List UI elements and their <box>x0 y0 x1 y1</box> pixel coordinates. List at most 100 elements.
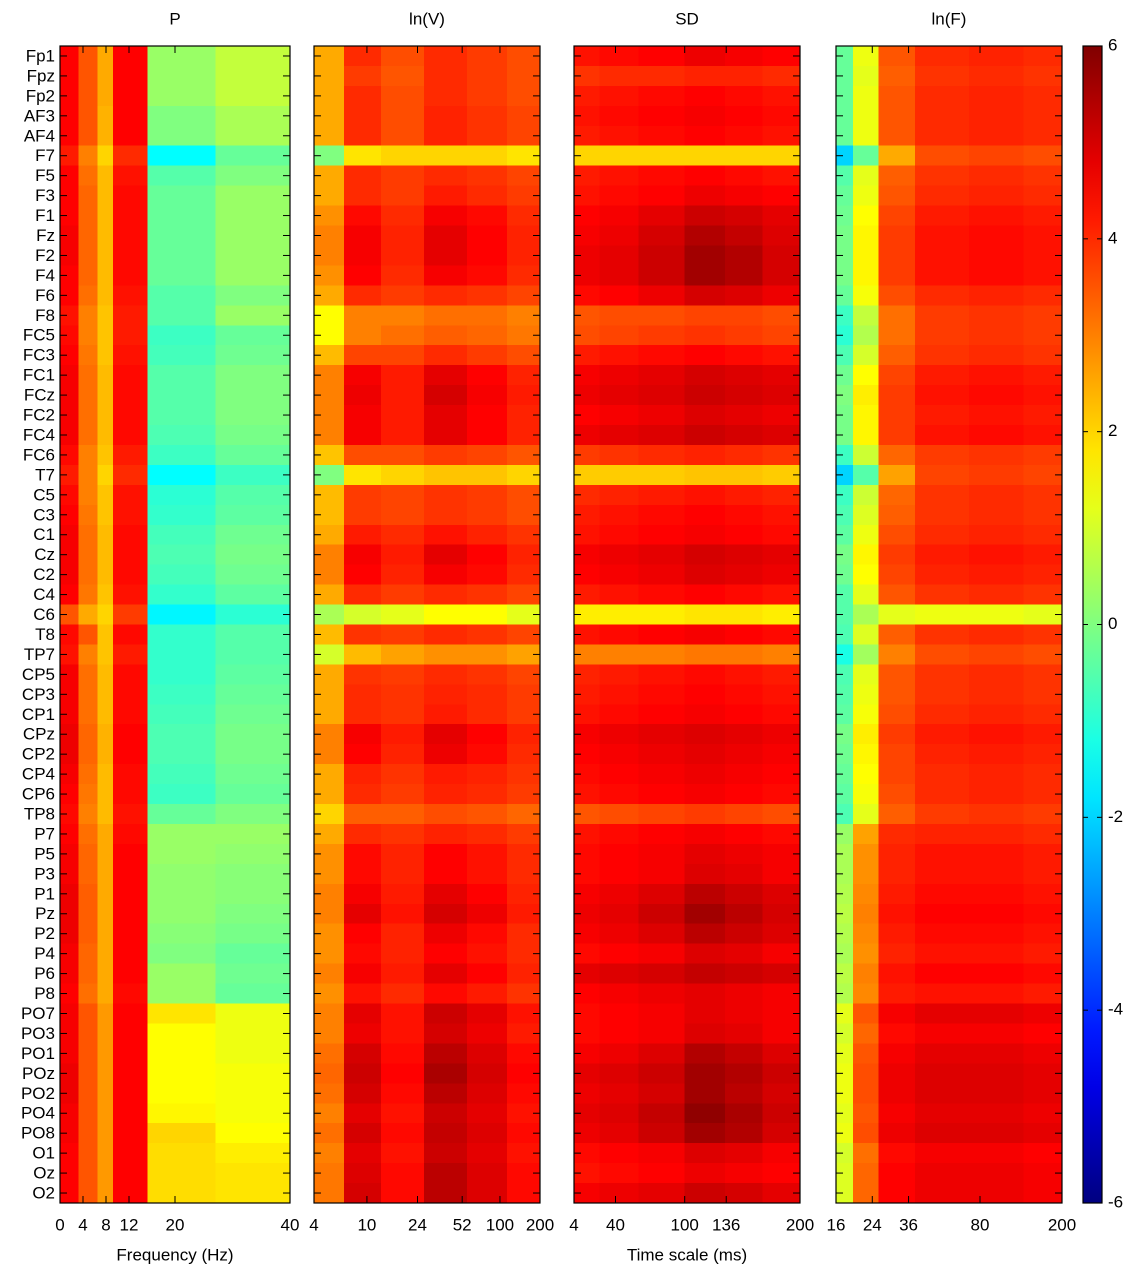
heatmap-cell <box>314 903 345 925</box>
heatmap-cell <box>836 105 854 127</box>
heatmap-cell <box>343 764 382 785</box>
heatmap-cell <box>423 265 468 286</box>
heatmap-cell <box>684 644 726 665</box>
heatmap-cell <box>423 863 468 885</box>
heatmap-cell <box>380 923 425 945</box>
heatmap-cell <box>78 843 98 865</box>
heatmap-cell <box>762 205 801 227</box>
heatmap-cell <box>60 365 80 386</box>
y-tick-label: P2 <box>34 924 55 943</box>
heatmap-cell <box>836 684 854 705</box>
y-tick-label: Fz <box>36 226 55 245</box>
heatmap-cell <box>467 225 508 247</box>
heatmap-cell <box>1023 365 1063 386</box>
heatmap-cell <box>215 684 291 705</box>
heatmap-cell <box>97 684 114 705</box>
heatmap-cell <box>215 405 291 426</box>
heatmap-cell <box>852 165 879 187</box>
heatmap-cell <box>467 804 508 825</box>
heatmap-cell <box>78 225 98 247</box>
heatmap-cell <box>60 584 80 606</box>
heatmap-cell <box>507 644 541 665</box>
heatmap-cell <box>878 804 916 825</box>
heatmap-cell <box>467 504 508 526</box>
heatmap-cell <box>852 983 879 1005</box>
heatmap-cell <box>1023 704 1063 725</box>
heatmap-cell <box>725 265 764 286</box>
heatmap-cell <box>725 664 764 685</box>
y-tick-label: FC1 <box>23 366 55 385</box>
heatmap-cell <box>1023 1183 1063 1204</box>
heatmap-cell <box>968 85 1025 107</box>
heatmap-cell <box>380 1123 425 1144</box>
heatmap-cell <box>507 405 541 426</box>
heatmap-cell <box>574 46 600 67</box>
heatmap-cell <box>507 145 541 167</box>
heatmap-cell <box>467 684 508 705</box>
heatmap-cell <box>762 983 801 1005</box>
heatmap-cell <box>97 305 114 326</box>
heatmap-cell <box>507 464 541 486</box>
heatmap-cell <box>684 1063 726 1084</box>
heatmap-cell <box>423 923 468 945</box>
heatmap-panel <box>60 46 291 1204</box>
heatmap-cell <box>684 484 726 506</box>
heatmap-cell <box>574 325 600 346</box>
heatmap-cell <box>343 664 382 685</box>
heatmap-cell <box>915 1063 970 1084</box>
heatmap-cell <box>836 1163 854 1184</box>
heatmap-cell <box>314 784 345 805</box>
heatmap-cell <box>314 1103 345 1124</box>
heatmap-cell <box>467 464 508 486</box>
heatmap-cell <box>78 405 98 426</box>
heatmap-cell <box>113 883 149 905</box>
heatmap-cell <box>684 544 726 566</box>
heatmap-cell <box>574 305 600 326</box>
heatmap-cell <box>599 484 640 506</box>
heatmap-cell <box>78 1183 98 1204</box>
heatmap-cell <box>599 823 640 845</box>
heatmap-cell <box>467 1063 508 1084</box>
heatmap-cell <box>638 205 686 227</box>
heatmap-cell <box>878 684 916 705</box>
heatmap-cell <box>684 524 726 546</box>
heatmap-cell <box>507 225 541 247</box>
heatmap-cell <box>314 923 345 945</box>
heatmap-cell <box>638 704 686 725</box>
heatmap-cell <box>467 704 508 725</box>
heatmap-cell <box>968 205 1025 227</box>
heatmap-cell <box>314 405 345 426</box>
heatmap-cell <box>852 305 879 326</box>
heatmap-cell <box>467 943 508 965</box>
heatmap-cell <box>78 444 98 466</box>
heatmap-cell <box>599 1123 640 1144</box>
heatmap-cell <box>1023 744 1063 765</box>
heatmap-cell <box>343 963 382 985</box>
heatmap-cell <box>599 1063 640 1084</box>
heatmap-cell <box>599 863 640 885</box>
heatmap-cell <box>836 724 854 745</box>
heatmap-cell <box>599 305 640 326</box>
heatmap-cell <box>147 1043 216 1064</box>
heatmap-cell <box>915 484 970 506</box>
heatmap-cell <box>915 444 970 466</box>
heatmap-cell <box>915 983 970 1005</box>
heatmap-cell <box>1023 903 1063 925</box>
heatmap-cell <box>380 65 425 87</box>
heatmap-cell <box>915 185 970 207</box>
heatmap-cell <box>215 664 291 685</box>
heatmap-cell <box>836 385 854 406</box>
heatmap-cell <box>215 1083 291 1104</box>
heatmap-cell <box>380 604 425 626</box>
heatmap-cell <box>638 883 686 905</box>
heatmap-cell <box>314 823 345 845</box>
heatmap-cell <box>1023 843 1063 865</box>
heatmap-cell <box>380 185 425 207</box>
heatmap-cell <box>423 1003 468 1025</box>
heatmap-cell <box>725 405 764 426</box>
heatmap-cell <box>507 823 541 845</box>
heatmap-cell <box>762 823 801 845</box>
heatmap-cell <box>78 584 98 606</box>
heatmap-cell <box>968 724 1025 745</box>
heatmap-cell <box>147 484 216 506</box>
